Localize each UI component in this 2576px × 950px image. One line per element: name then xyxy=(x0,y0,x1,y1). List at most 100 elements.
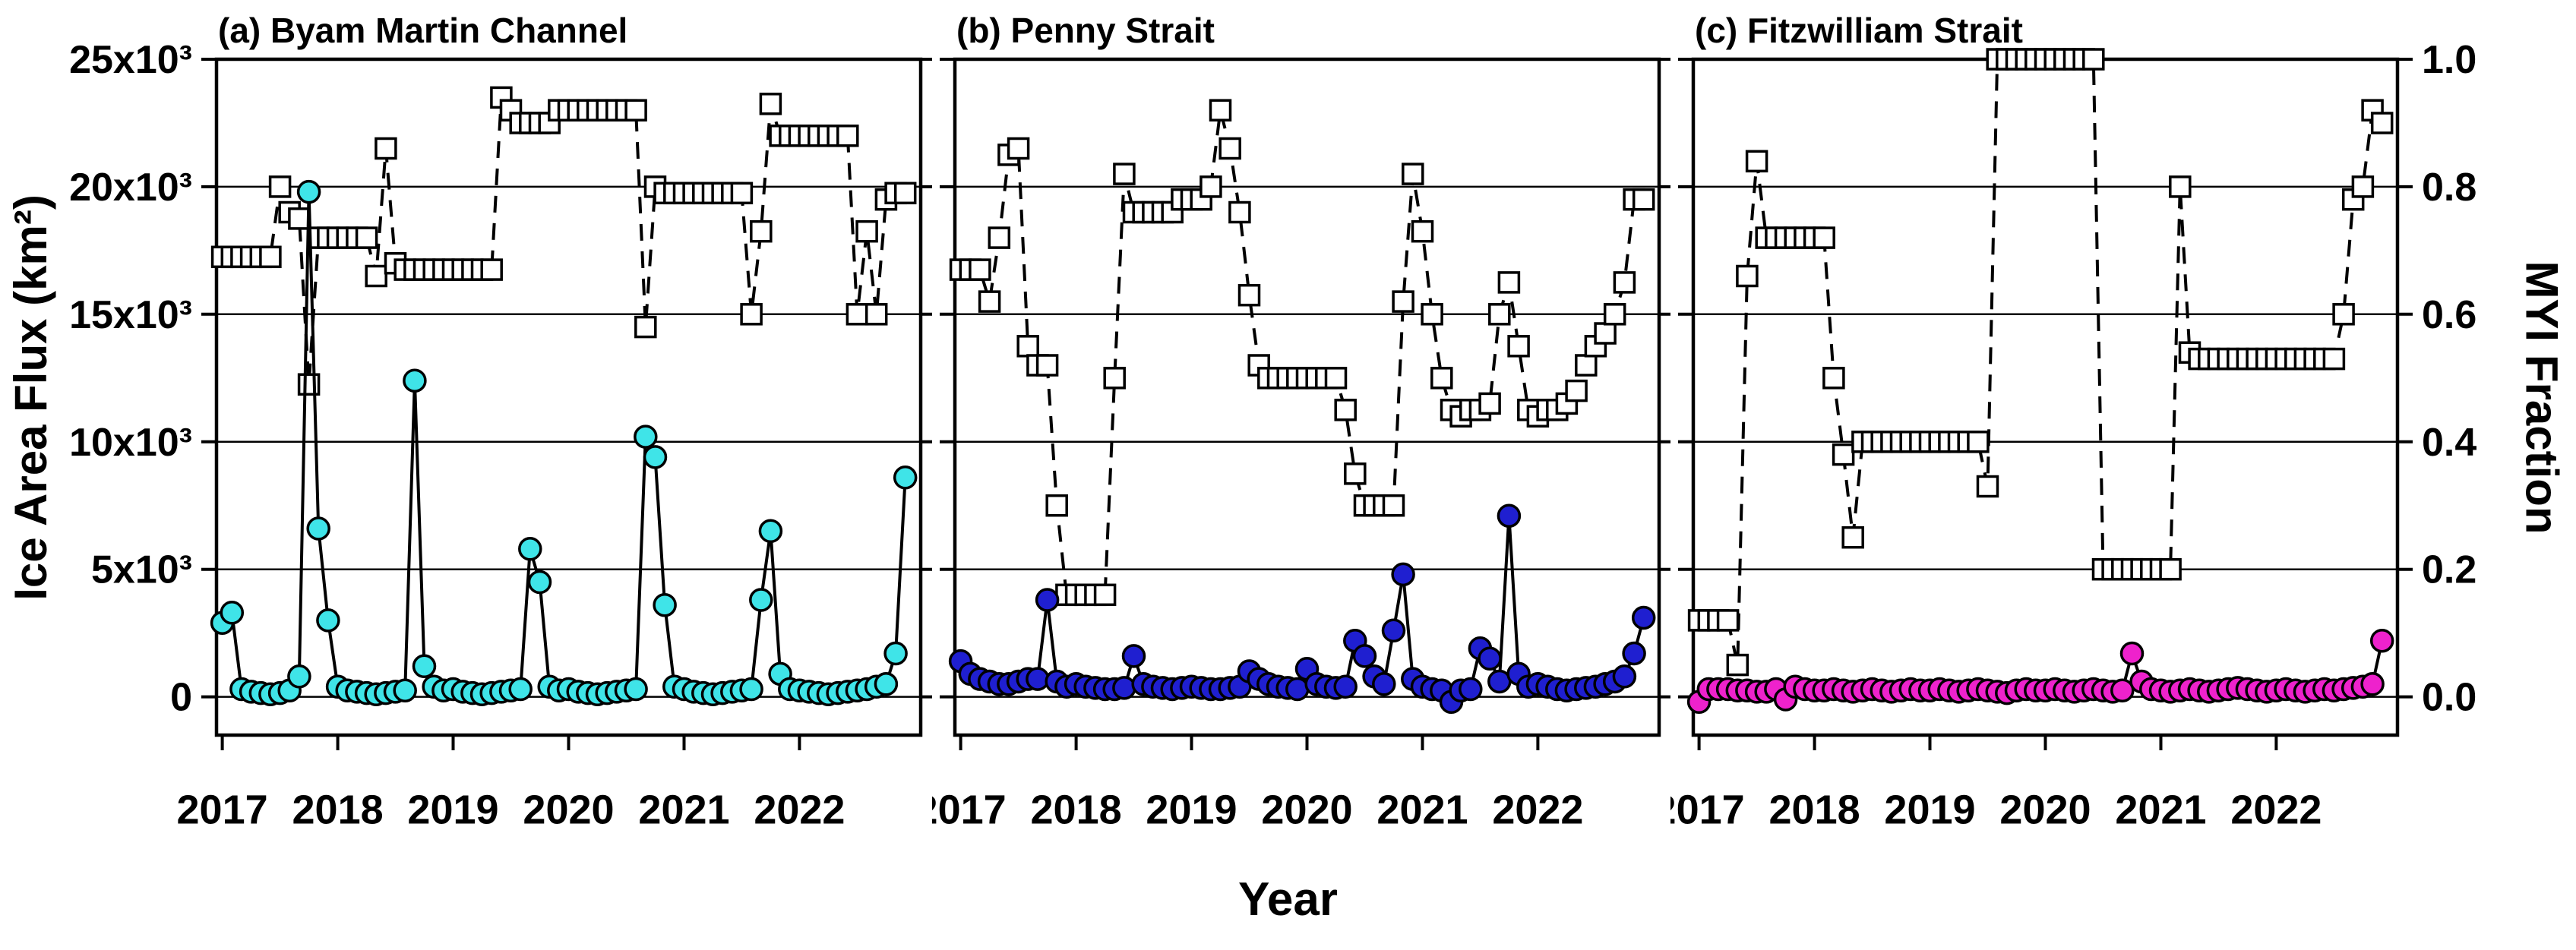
x-tick-label: 2021 xyxy=(1377,787,1468,832)
left-axis-title-text: Ice Area Flux (km²) xyxy=(5,194,56,601)
marker-circle xyxy=(883,641,908,666)
marker-circle xyxy=(749,588,773,612)
x-tick-label: 2018 xyxy=(1769,787,1860,832)
marker-square xyxy=(1093,583,1117,607)
marker-square xyxy=(836,125,859,147)
x-tick-label: 2019 xyxy=(1884,787,1975,832)
marker-circle xyxy=(1497,503,1522,528)
marker-square xyxy=(1507,335,1530,358)
marker-square xyxy=(988,226,1011,249)
marker-square xyxy=(355,226,378,249)
marker-square xyxy=(1632,188,1655,211)
marker-circle xyxy=(739,677,763,702)
panel-title: (c) Fitzwilliam Strait xyxy=(1695,11,2023,50)
x-tick-label: 2018 xyxy=(292,787,384,832)
marker-square xyxy=(624,99,647,122)
marker-circle xyxy=(220,601,245,625)
marker-square xyxy=(259,245,282,269)
axes: 2017 2018 2019 2020 2021 2022 0 5x10³ 10x10³ 15x1… xyxy=(69,38,932,832)
left-tick-label: 5x10³ xyxy=(91,548,192,592)
marker-circle xyxy=(624,677,648,702)
marker-circle xyxy=(316,608,340,633)
marker-square xyxy=(2159,557,2182,581)
x-tick-label: 2021 xyxy=(638,787,729,832)
panel-title: (a) Byam Martin Channel xyxy=(218,11,627,50)
myi-series xyxy=(949,99,1655,607)
flux-series xyxy=(1686,628,2394,715)
marker-circle xyxy=(1285,677,1310,702)
x-tick-label: 2020 xyxy=(1999,787,2091,832)
marker-square xyxy=(1035,354,1059,377)
x-tick-label: 2021 xyxy=(2115,787,2206,832)
marker-square xyxy=(1575,354,1598,377)
marker-circle xyxy=(1372,672,1396,696)
marker-circle xyxy=(1478,646,1502,671)
marker-circle xyxy=(1631,605,1656,630)
marker-square xyxy=(740,303,763,326)
marker-circle xyxy=(527,570,552,595)
marker-square xyxy=(1488,303,1511,326)
marker-square xyxy=(1497,271,1521,294)
marker-circle xyxy=(1391,562,1415,587)
marker-square xyxy=(1726,653,1749,677)
marker-circle xyxy=(893,466,918,490)
x-axis-title: Year xyxy=(0,873,2576,926)
marker-square xyxy=(1016,335,1039,358)
marker-square xyxy=(1603,303,1626,326)
charts-row: Ice Area Flux (km²) 2017 2018 2019 2020 2021… xyxy=(0,6,2576,868)
marker-circle xyxy=(403,368,427,393)
marker-square xyxy=(365,264,387,288)
x-tick-label: 2017 xyxy=(177,787,268,832)
marker-square xyxy=(730,181,754,205)
x-tick-label: 2022 xyxy=(2230,787,2322,832)
right-axis-title: MYI Fraction xyxy=(2508,6,2576,868)
marker-square xyxy=(969,258,991,281)
marker-circle xyxy=(653,592,677,617)
marker-square xyxy=(1382,494,1405,517)
chart-panel-byam-martin-channel: 2017 2018 2019 2020 2021 2022 0 5x10³ 10x10³ 15x1… xyxy=(69,11,932,832)
panel-border xyxy=(214,57,923,737)
marker-circle xyxy=(874,672,899,696)
x-tick-label: 2022 xyxy=(1492,787,1583,832)
marker-circle xyxy=(1622,641,1646,666)
marker-square xyxy=(1967,431,1990,453)
marker-square xyxy=(1594,322,1617,345)
myi-series xyxy=(1687,48,2394,677)
x-axis-title-text: Year xyxy=(1237,873,1339,926)
marker-square xyxy=(1822,367,1845,390)
marker-square xyxy=(1402,163,1424,185)
marker-square xyxy=(1976,475,1999,498)
marker-circle xyxy=(2119,641,2145,666)
marker-square xyxy=(1113,163,1136,185)
gridlines xyxy=(217,58,921,698)
marker-circle xyxy=(1352,644,1377,668)
marker-square xyxy=(2082,48,2105,71)
chart-panel-fitzwilliam-strait: 2017 2018 2019 2020 2021 2022 0.0 0.2 0.4 0.6 0.8 1… xyxy=(1670,11,2476,832)
marker-square xyxy=(1392,290,1414,313)
marker-square xyxy=(978,290,1001,313)
x-tick-label: 2020 xyxy=(523,787,614,832)
left-axis-title: Ice Area Flux (km²) xyxy=(0,6,61,868)
marker-square xyxy=(864,303,888,326)
marker-circle xyxy=(393,678,417,702)
x-tick-label: 2022 xyxy=(754,787,845,832)
marker-square xyxy=(1736,264,1759,288)
marker-square xyxy=(1344,462,1367,485)
marker-square xyxy=(1813,226,1835,249)
marker-square xyxy=(2351,175,2375,198)
marker-square xyxy=(1613,271,1636,294)
marker-square xyxy=(1841,525,1864,549)
marker-square xyxy=(1430,367,1453,390)
marker-square xyxy=(480,258,503,281)
marker-square xyxy=(2322,347,2346,371)
marker-square xyxy=(1199,175,1222,198)
marker-square xyxy=(1045,494,1068,517)
marker-square xyxy=(750,219,773,243)
marker-square xyxy=(1565,379,1588,402)
myi-series xyxy=(210,86,917,396)
marker-circle xyxy=(1381,618,1406,643)
marker-circle xyxy=(296,179,321,204)
marker-circle xyxy=(2360,672,2385,696)
marker-square xyxy=(1007,137,1030,160)
left-tick-label: 10x10³ xyxy=(69,421,192,465)
